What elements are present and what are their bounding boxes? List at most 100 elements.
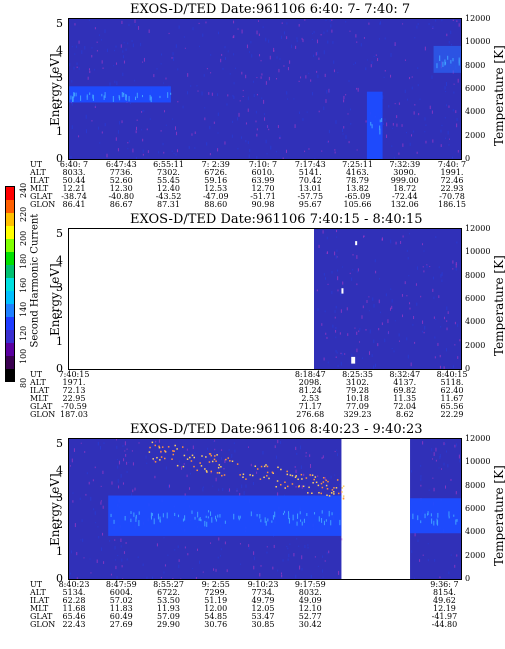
noise-pixel xyxy=(109,82,111,86)
noise-pixel xyxy=(134,19,136,23)
noise-pixel xyxy=(91,54,93,58)
band-streak xyxy=(437,512,439,518)
noise-pixel xyxy=(167,484,169,489)
noise-pixel xyxy=(184,546,186,549)
noise-pixel xyxy=(351,277,353,281)
y-tick-label-right: 4000 xyxy=(465,317,486,327)
band-streak xyxy=(150,512,152,518)
noise-pixel xyxy=(409,76,411,80)
noise-pixel xyxy=(369,329,371,334)
noise-pixel xyxy=(149,118,151,120)
band-streak xyxy=(149,94,151,101)
noise-pixel xyxy=(252,80,254,83)
y-tick-label-right: 12000 xyxy=(465,434,491,443)
noise-pixel xyxy=(96,50,98,52)
ephemeris-value: -72.44 xyxy=(391,192,418,201)
noise-pixel xyxy=(268,76,270,81)
noise-pixel xyxy=(327,361,329,364)
ephemeris-value: 22.43 xyxy=(62,620,86,629)
band-streak xyxy=(215,518,217,522)
band-streak xyxy=(274,511,276,518)
noise-pixel xyxy=(318,244,320,248)
noise-pixel xyxy=(94,511,96,515)
scatter-point xyxy=(200,465,203,467)
noise-pixel xyxy=(427,558,429,562)
band-streak xyxy=(135,516,137,522)
noise-pixel xyxy=(261,97,263,99)
noise-pixel xyxy=(323,50,325,55)
scatter-point xyxy=(341,487,344,489)
noise-pixel xyxy=(262,26,264,29)
noise-pixel xyxy=(348,80,350,82)
noise-pixel xyxy=(334,149,336,151)
noise-pixel xyxy=(384,70,386,72)
noise-pixel xyxy=(277,125,279,129)
band-streak xyxy=(166,512,168,519)
scatter-point xyxy=(151,441,154,444)
noise-pixel xyxy=(342,133,344,135)
noise-pixel xyxy=(208,92,210,95)
noise-pixel xyxy=(422,441,424,445)
noise-pixel xyxy=(74,53,76,55)
noise-pixel xyxy=(390,239,392,244)
scatter-point xyxy=(337,492,340,495)
noise-pixel xyxy=(281,22,283,24)
scatter-point xyxy=(291,483,294,485)
noise-pixel xyxy=(217,148,219,152)
noise-pixel xyxy=(323,273,325,276)
noise-pixel xyxy=(450,554,452,556)
band-streak xyxy=(178,514,180,518)
noise-pixel xyxy=(418,113,420,116)
noise-pixel xyxy=(174,549,176,551)
noise-pixel xyxy=(192,568,194,570)
band-streak xyxy=(437,520,439,526)
scatter-point xyxy=(216,454,218,456)
noise-pixel xyxy=(226,103,228,106)
noise-pixel xyxy=(260,76,262,79)
y-tick-label: 5 xyxy=(56,17,63,31)
noise-pixel xyxy=(95,522,97,524)
noise-pixel xyxy=(400,240,402,244)
noise-pixel xyxy=(224,46,226,49)
y-tick-label: 2 xyxy=(56,518,63,532)
noise-pixel xyxy=(391,299,393,303)
noise-pixel xyxy=(84,451,86,453)
noise-pixel xyxy=(154,475,156,479)
noise-pixel xyxy=(351,353,353,357)
noise-pixel xyxy=(231,453,233,458)
ephemeris-value: 78.79 xyxy=(346,176,369,185)
band-streak xyxy=(128,96,130,102)
band-streak xyxy=(138,520,140,527)
noise-pixel xyxy=(138,26,140,30)
noise-pixel xyxy=(245,74,247,79)
scatter-point xyxy=(328,495,331,497)
band-streak xyxy=(233,513,235,520)
noise-pixel xyxy=(391,127,393,130)
noise-pixel xyxy=(248,547,250,550)
noise-pixel xyxy=(456,241,458,244)
ephemeris-value: 7:25:11 xyxy=(342,160,373,169)
noise-pixel xyxy=(177,149,179,153)
noise-pixel xyxy=(283,65,285,67)
noise-pixel xyxy=(396,115,398,119)
noise-pixel xyxy=(186,474,188,478)
noise-pixel xyxy=(278,68,280,73)
band-streak xyxy=(224,520,226,524)
noise-pixel xyxy=(305,75,307,79)
noise-pixel xyxy=(172,52,174,56)
noise-pixel xyxy=(456,118,458,122)
noise-pixel xyxy=(417,23,419,25)
noise-pixel xyxy=(223,467,225,470)
ephemeris-value: 12.21 xyxy=(62,184,86,193)
noise-pixel xyxy=(192,27,194,31)
noise-pixel xyxy=(84,45,86,50)
noise-pixel xyxy=(78,40,80,44)
noise-pixel xyxy=(91,47,93,49)
noise-pixel xyxy=(355,34,357,38)
noise-pixel xyxy=(100,485,102,487)
noise-pixel xyxy=(335,356,337,358)
colorbar-segment xyxy=(6,303,14,317)
scatter-point xyxy=(205,470,208,472)
ephemeris-row-label: ILAT xyxy=(30,176,50,185)
noise-pixel xyxy=(120,538,122,543)
